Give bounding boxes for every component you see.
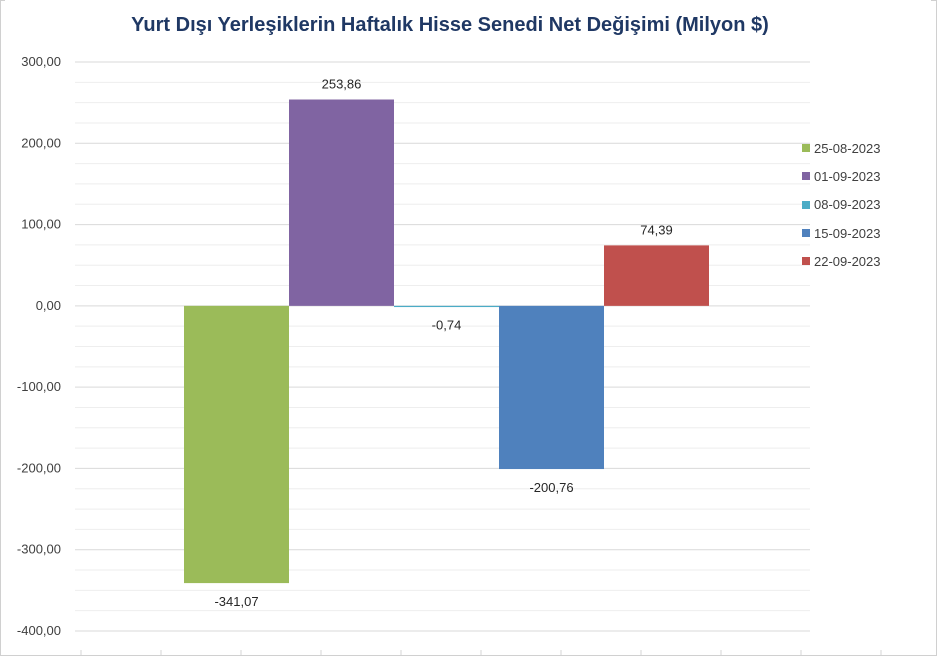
data-label-01-09-2023: 253,86 <box>322 77 362 92</box>
legend-swatch <box>802 257 810 266</box>
chart-title: Yurt Dışı Yerleşiklerin Haftalık Hisse S… <box>131 14 769 36</box>
legend-swatch <box>802 144 810 153</box>
legend[interactable]: 25-08-2023 01-09-2023 08-09-2023 15-09-2023… <box>802 134 881 275</box>
y-tick-label: -300,00 <box>17 542 61 557</box>
bar-22-09-2023[interactable] <box>604 245 709 306</box>
data-label-25-08-2023: -341,07 <box>214 594 258 609</box>
legend-item-15-09-2023[interactable]: 15-09-2023 <box>802 219 881 247</box>
y-tick-label: 300,00 <box>21 54 61 69</box>
legend-label: 01-09-2023 <box>814 168 881 184</box>
bar-25-08-2023[interactable] <box>184 305 289 584</box>
legend-item-25-08-2023[interactable]: 25-08-2023 <box>802 134 881 162</box>
data-label-15-09-2023: -200,76 <box>529 480 573 495</box>
chart-area[interactable]: Yurt Dışı Yerleşiklerin Haftalık Hisse S… <box>5 0 931 650</box>
legend-label: 25-08-2023 <box>814 140 881 156</box>
bar-01-09-2023[interactable] <box>289 99 394 306</box>
legend-swatch <box>802 172 810 181</box>
legend-swatch <box>802 229 810 238</box>
y-tick-label: 0,00 <box>36 298 61 313</box>
y-tick-label: -100,00 <box>17 379 61 394</box>
bar-08-09-2023[interactable] <box>394 305 499 308</box>
data-label-22-09-2023: 74,39 <box>640 222 673 237</box>
legend-item-01-09-2023[interactable]: 01-09-2023 <box>802 162 881 190</box>
plot-area: 300,00 200,00 100,00 0,00 -100,00 -200,00 -300… <box>17 54 810 638</box>
legend-item-08-09-2023[interactable]: 08-09-2023 <box>802 191 881 219</box>
y-tick-label: -200,00 <box>17 460 61 475</box>
y-tick-label: 200,00 <box>21 135 61 150</box>
legend-swatch <box>802 200 810 209</box>
legend-item-22-09-2023[interactable]: 22-09-2023 <box>802 247 881 275</box>
legend-label: 22-09-2023 <box>814 253 881 269</box>
y-tick-label: -400,00 <box>17 623 61 638</box>
data-label-08-09-2023: -0,74 <box>432 317 462 332</box>
y-tick-label: 100,00 <box>21 217 61 232</box>
legend-label: 15-09-2023 <box>814 225 881 241</box>
legend-label: 08-09-2023 <box>814 197 881 213</box>
bar-15-09-2023[interactable] <box>499 305 604 470</box>
